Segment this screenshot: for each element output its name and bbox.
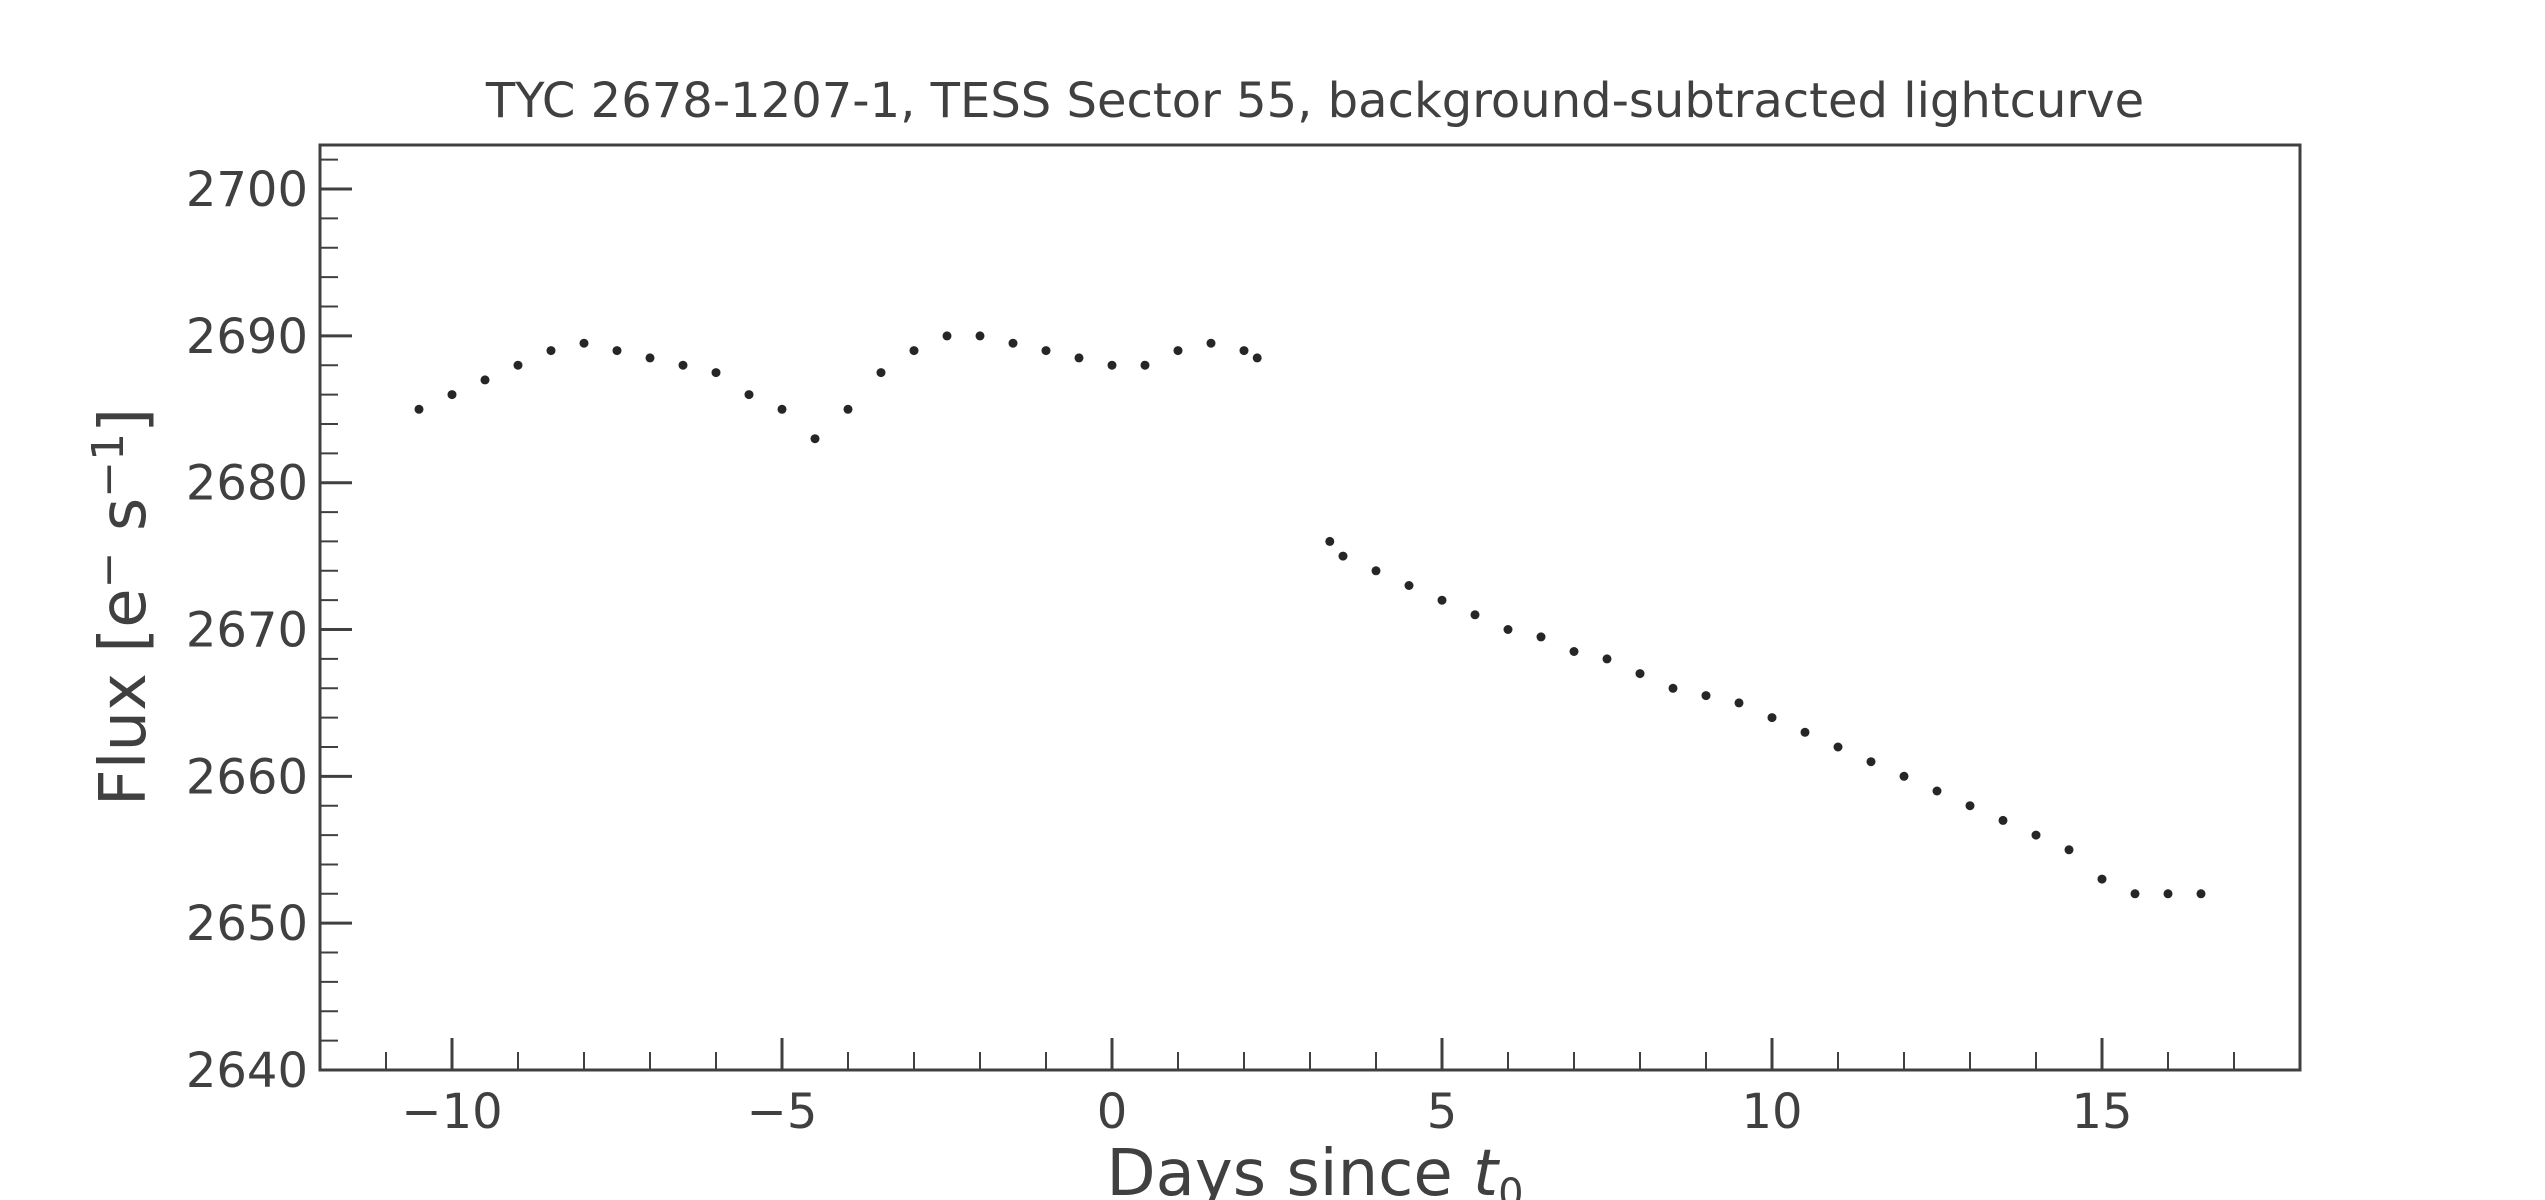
data-point: [2097, 874, 2107, 884]
data-point: [2130, 889, 2140, 899]
data-point: [1965, 801, 1975, 811]
data-point: [1173, 346, 1183, 356]
x-tick-label: 5: [1427, 1084, 1458, 1140]
data-point: [579, 338, 589, 348]
data-point: [1569, 647, 1579, 656]
data-point: [1767, 713, 1777, 723]
data-point: [942, 331, 952, 341]
data-point: [2196, 889, 2206, 899]
data-point: [876, 368, 886, 378]
data-point: [1470, 610, 1480, 620]
data-point: [1404, 581, 1414, 590]
data-point: [1866, 757, 1876, 767]
data-point: [1833, 742, 1843, 752]
data-point: [909, 346, 919, 356]
x-axis-label: Days since t0: [1106, 1137, 1523, 1200]
data-point: [1437, 595, 1447, 605]
x-tick-label: −5: [747, 1084, 818, 1140]
data-point: [1536, 632, 1546, 642]
data-point: [1239, 346, 1249, 356]
x-axis: −10 −5 0 5 10 15: [385, 1038, 2235, 1140]
y-tick-label: 2640: [186, 1043, 308, 1099]
data-point: [1206, 338, 1216, 348]
data-point: [1701, 691, 1711, 701]
x-tick-label: −10: [401, 1084, 502, 1140]
data-point: [1998, 815, 2008, 825]
data-point: [2031, 830, 2041, 840]
data-point: [744, 390, 754, 400]
y-tick-label: 2690: [186, 309, 308, 365]
data-point: [414, 404, 424, 414]
data-point: [513, 360, 523, 370]
data-point: [1932, 786, 1942, 796]
x-tick-label: 0: [1097, 1084, 1128, 1140]
data-point: [1602, 654, 1612, 664]
plot-frame: [318, 143, 2302, 1072]
y-tick-label: 2660: [186, 749, 308, 805]
chart-title: TYC 2678-1207-1, TESS Sector 55, backgro…: [485, 73, 2144, 129]
y-axis-label: Flux [e− s−1]: [83, 408, 161, 806]
x-tick-label: 15: [2071, 1084, 2132, 1140]
data-point: [843, 404, 853, 414]
data-point: [1325, 536, 1335, 546]
data-point: [1899, 771, 1909, 781]
y-tick-label: 2650: [186, 896, 308, 952]
data-point: [1252, 353, 1262, 363]
data-point: [711, 368, 721, 378]
data-point: [447, 390, 457, 400]
data-point: [678, 360, 688, 370]
data-point: [777, 404, 787, 414]
data-point: [1041, 346, 1051, 356]
data-point: [1668, 683, 1678, 693]
data-point: [480, 375, 490, 385]
data-point: [1734, 698, 1744, 708]
y-tick-label: 2700: [186, 162, 308, 218]
data-point: [1503, 625, 1513, 634]
data-point: [1800, 727, 1810, 737]
data-point: [1635, 669, 1645, 679]
data-points: [414, 331, 2206, 899]
data-point: [546, 346, 556, 356]
x-tick-label: 10: [1741, 1084, 1802, 1140]
data-point: [1008, 338, 1018, 348]
y-tick-label: 2670: [186, 603, 308, 659]
data-point: [612, 346, 622, 356]
y-axis: 2640 2650 2660 2670 2680 2690 2700: [186, 158, 352, 1099]
data-point: [810, 434, 820, 444]
y-tick-label: 2680: [186, 456, 308, 512]
data-point: [2163, 889, 2173, 899]
data-point: [2064, 845, 2074, 855]
data-point: [975, 331, 985, 341]
data-point: [645, 353, 655, 363]
data-point: [1074, 353, 1084, 363]
data-point: [1371, 566, 1381, 576]
data-point: [1107, 360, 1117, 370]
data-point: [1140, 360, 1150, 370]
data-point: [1338, 551, 1348, 561]
